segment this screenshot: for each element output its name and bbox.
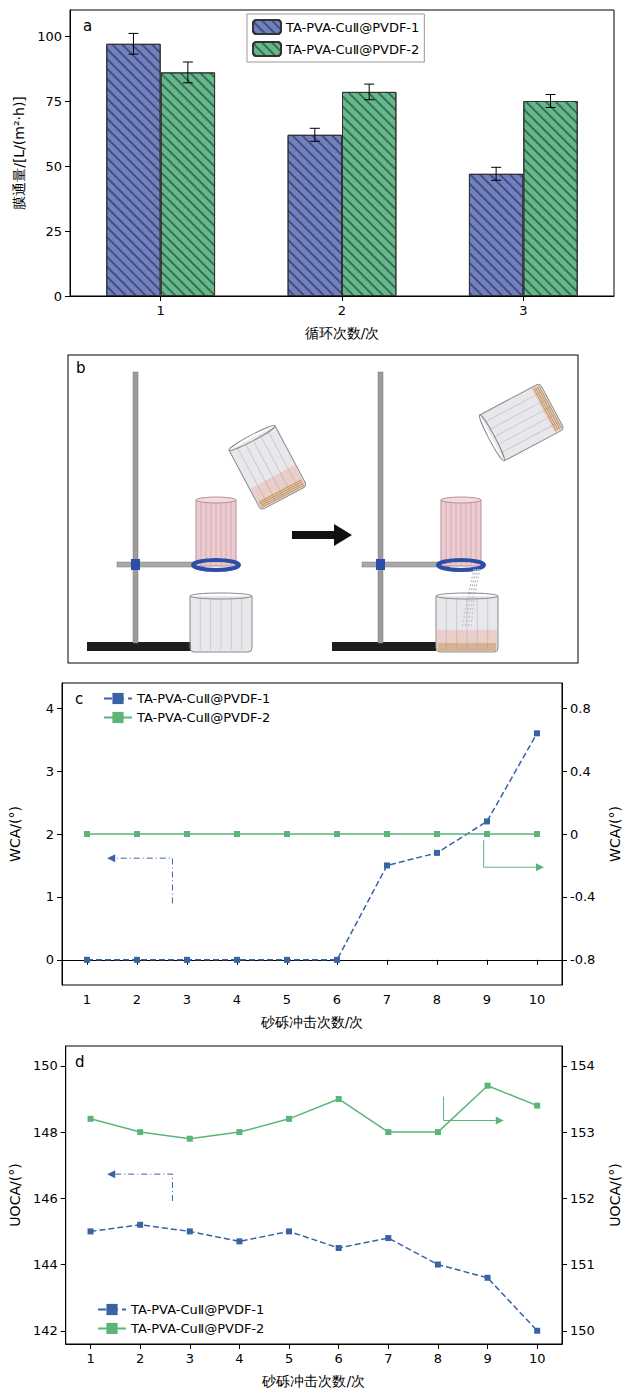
svg-text:WCA/(°): WCA/(°)	[607, 806, 623, 862]
svg-text:TA-PVA-CuⅡ@PVDF-2: TA-PVA-CuⅡ@PVDF-2	[285, 42, 419, 57]
svg-text:25: 25	[45, 224, 62, 239]
svg-text:UOCA/(°): UOCA/(°)	[607, 1163, 623, 1226]
svg-text:3: 3	[186, 1351, 194, 1366]
svg-text:-0.4: -0.4	[570, 889, 595, 904]
svg-text:2: 2	[136, 1351, 144, 1366]
svg-text:2: 2	[133, 992, 141, 1007]
svg-text:0: 0	[54, 289, 62, 304]
svg-text:0.8: 0.8	[570, 701, 591, 716]
svg-text:148: 148	[33, 1125, 58, 1140]
svg-text:5: 5	[285, 1351, 293, 1366]
svg-text:7: 7	[384, 1351, 392, 1366]
svg-text:50: 50	[45, 159, 62, 174]
svg-text:砂砾冲击次数/次: 砂砾冲击次数/次	[261, 1373, 365, 1389]
svg-text:100: 100	[37, 29, 62, 44]
svg-text:UOCA/(°): UOCA/(°)	[7, 1163, 23, 1226]
svg-text:10: 10	[529, 1351, 546, 1366]
svg-text:0.4: 0.4	[570, 764, 591, 779]
svg-text:144: 144	[33, 1257, 58, 1272]
svg-text:循环次数/次: 循环次数/次	[305, 325, 380, 341]
svg-text:b: b	[76, 359, 86, 377]
svg-text:4: 4	[46, 701, 54, 716]
svg-text:3: 3	[183, 992, 191, 1007]
svg-text:TA-PVA-CuⅡ@PVDF-2: TA-PVA-CuⅡ@PVDF-2	[130, 1321, 264, 1336]
svg-text:150: 150	[33, 1058, 58, 1073]
svg-text:TA-PVA-CuⅡ@PVDF-1: TA-PVA-CuⅡ@PVDF-1	[136, 691, 270, 706]
svg-text:1: 1	[157, 303, 165, 318]
svg-text:TA-PVA-CuⅡ@PVDF-2: TA-PVA-CuⅡ@PVDF-2	[136, 710, 270, 725]
svg-text:151: 151	[570, 1257, 595, 1272]
svg-text:2: 2	[46, 827, 54, 842]
svg-text:砂砾冲击次数/次: 砂砾冲击次数/次	[260, 1014, 364, 1030]
svg-text:142: 142	[33, 1323, 58, 1338]
svg-text:9: 9	[483, 1351, 491, 1366]
svg-text:膜通量/[L/(m²·h)]: 膜通量/[L/(m²·h)]	[11, 96, 27, 210]
svg-text:152: 152	[570, 1191, 595, 1206]
svg-text:3: 3	[519, 303, 527, 318]
svg-text:d: d	[75, 1053, 85, 1071]
svg-text:146: 146	[33, 1191, 58, 1206]
svg-text:8: 8	[434, 1351, 442, 1366]
svg-text:TA-PVA-CuⅡ@PVDF-1: TA-PVA-CuⅡ@PVDF-1	[130, 1302, 264, 1317]
svg-text:153: 153	[570, 1125, 595, 1140]
svg-text:75: 75	[45, 94, 62, 109]
svg-text:9: 9	[483, 992, 491, 1007]
svg-text:10: 10	[529, 992, 546, 1007]
svg-text:2: 2	[338, 303, 346, 318]
svg-text:3: 3	[46, 764, 54, 779]
svg-text:6: 6	[335, 1351, 343, 1366]
svg-text:150: 150	[570, 1323, 595, 1338]
svg-text:WCA/(°): WCA/(°)	[7, 806, 23, 862]
svg-text:7: 7	[383, 992, 391, 1007]
svg-text:TA-PVA-CuⅡ@PVDF-1: TA-PVA-CuⅡ@PVDF-1	[285, 20, 419, 35]
svg-text:0: 0	[570, 827, 578, 842]
svg-text:0: 0	[46, 952, 54, 967]
svg-text:c: c	[75, 690, 83, 708]
svg-text:1: 1	[86, 1351, 94, 1366]
svg-text:-0.8: -0.8	[570, 952, 595, 967]
svg-text:5: 5	[283, 992, 291, 1007]
svg-text:1: 1	[83, 992, 91, 1007]
svg-text:a: a	[83, 17, 92, 35]
svg-text:4: 4	[235, 1351, 243, 1366]
svg-text:6: 6	[333, 992, 341, 1007]
svg-text:4: 4	[233, 992, 241, 1007]
svg-text:1: 1	[46, 889, 54, 904]
svg-text:154: 154	[570, 1058, 595, 1073]
svg-text:8: 8	[433, 992, 441, 1007]
